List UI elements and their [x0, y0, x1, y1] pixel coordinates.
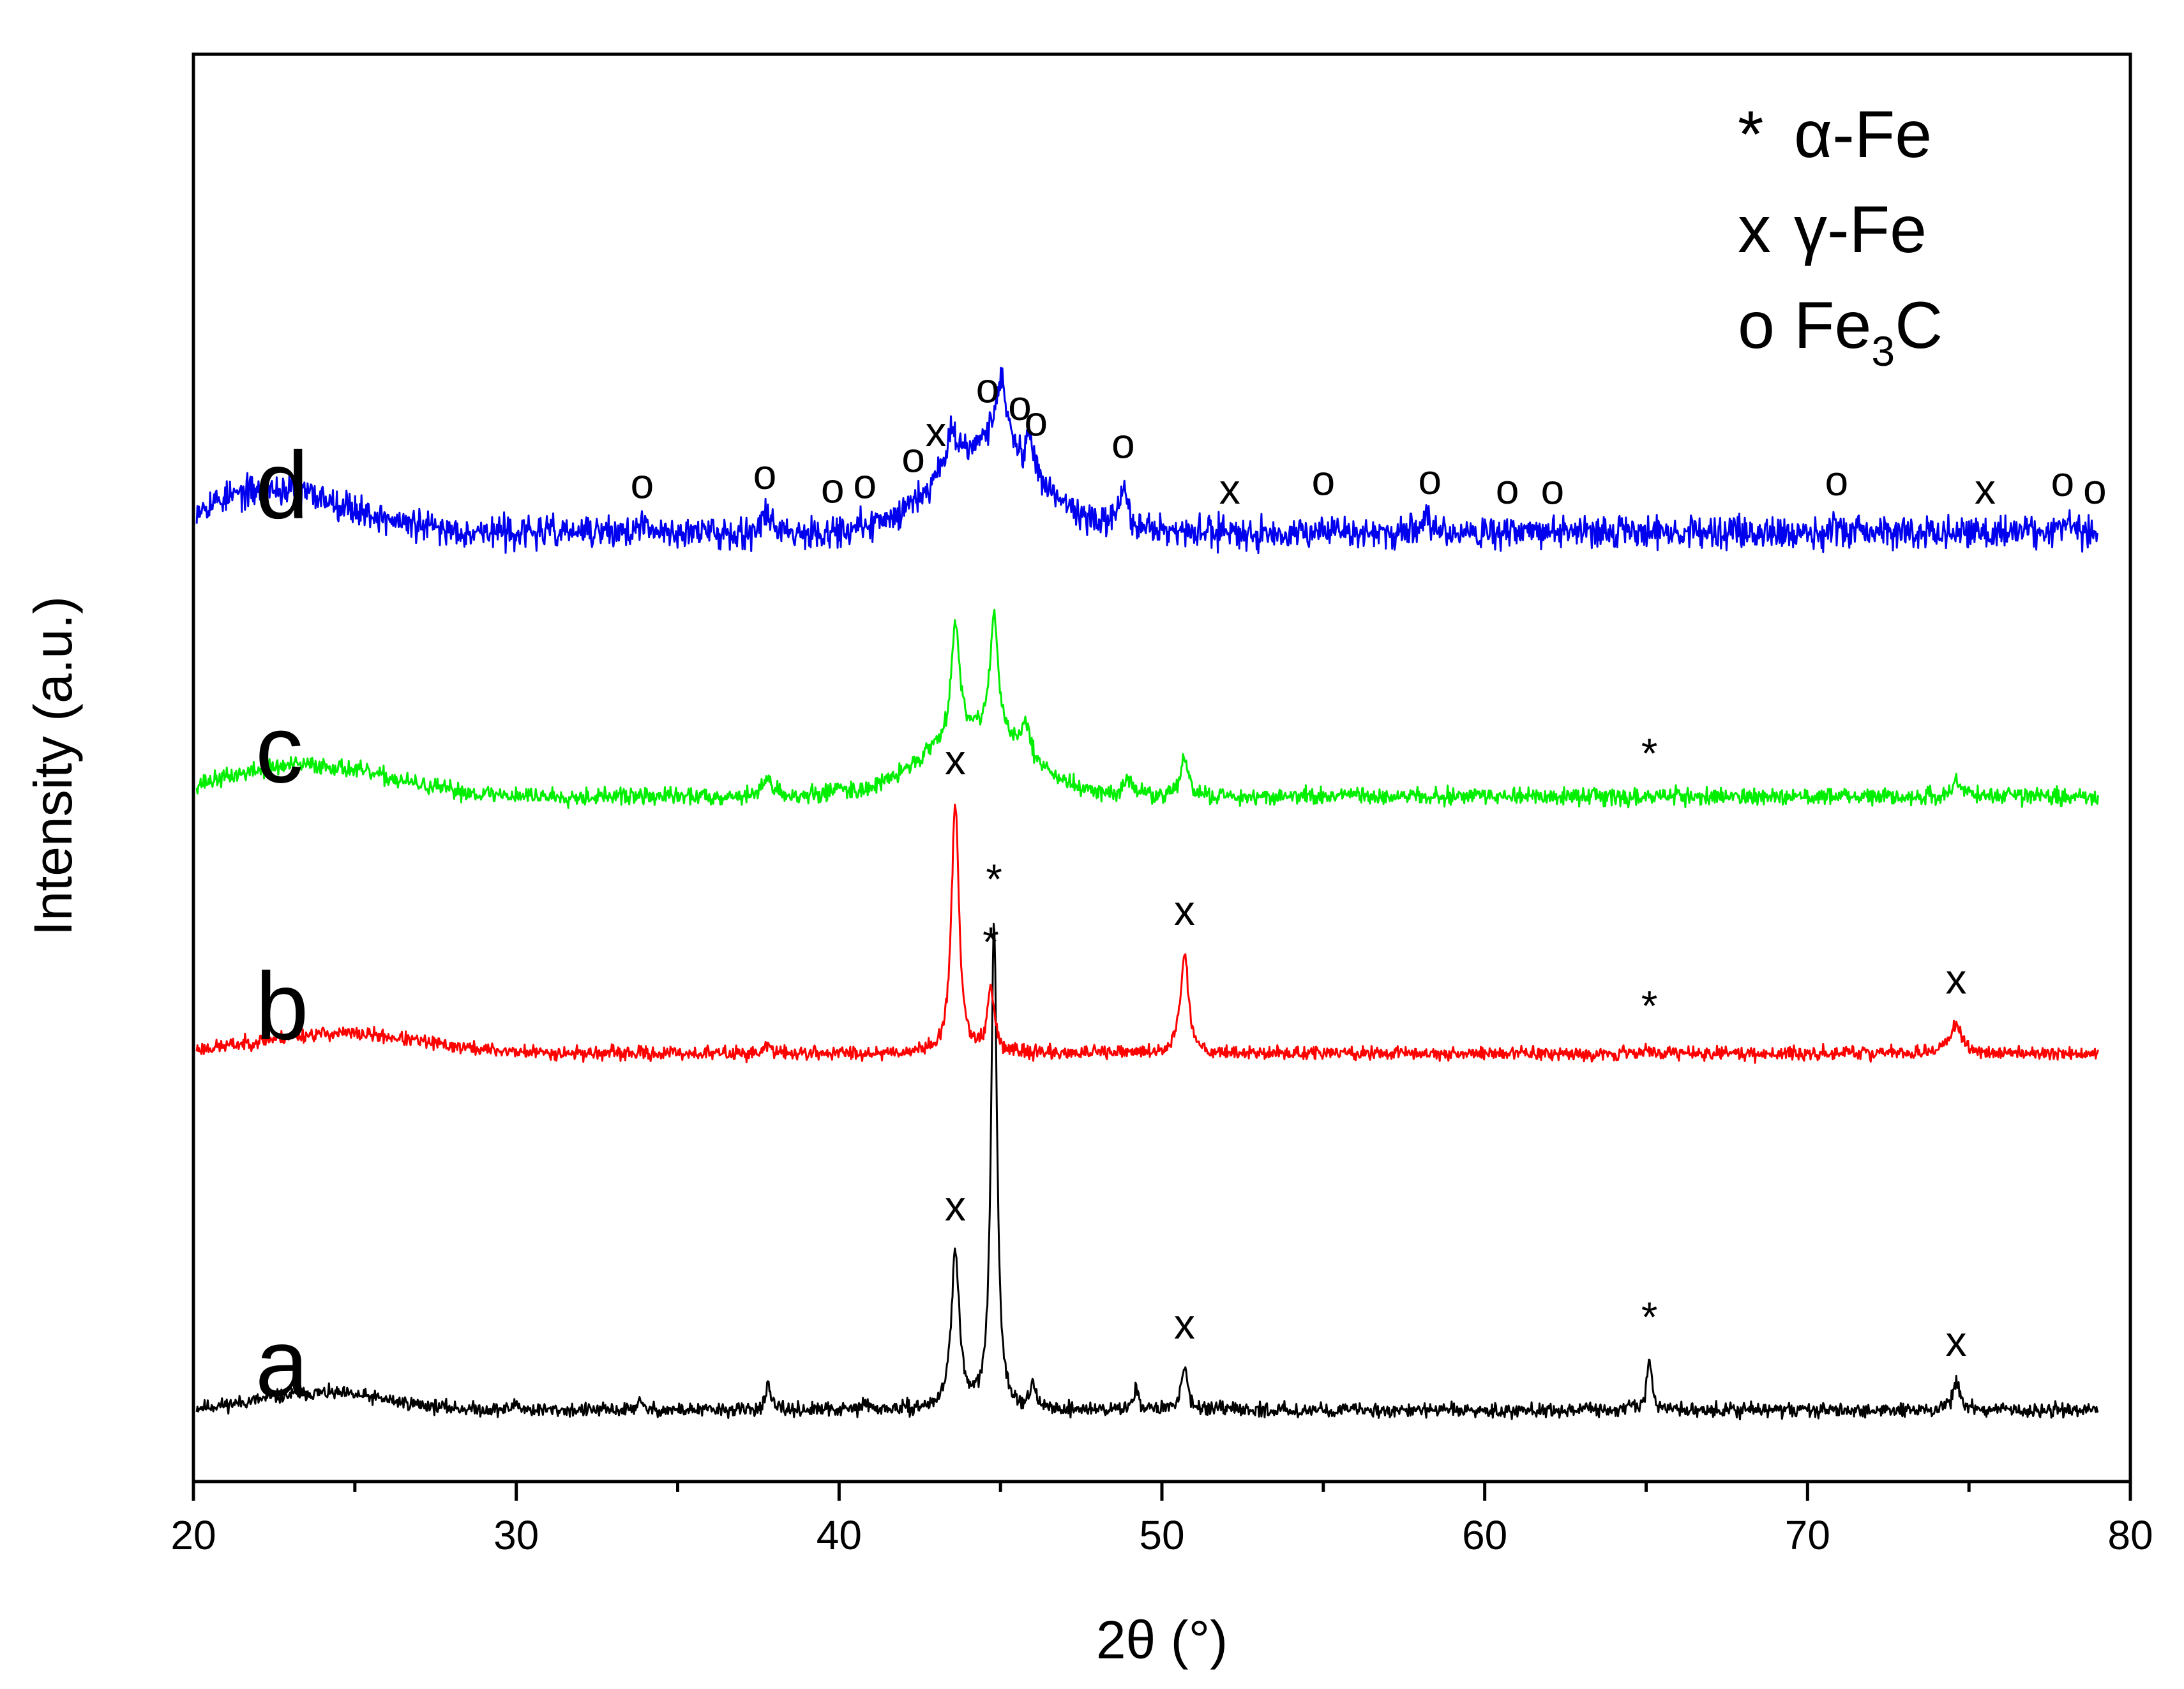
peak-marker: x: [945, 1182, 966, 1229]
peak-marker: *: [983, 919, 999, 966]
x-tick-label: 30: [493, 1512, 539, 1558]
peak-marker: o: [821, 464, 845, 511]
peak-marker: x: [1945, 1317, 1966, 1365]
x-tick-label: 50: [1139, 1512, 1184, 1558]
series-a-line: [195, 922, 2099, 1421]
x-axis-ticks: 20 30 40 50 60 70 80: [170, 1482, 2153, 1558]
legend-symbol-alpha-fe: *: [1738, 98, 1763, 172]
peak-marker: o: [1008, 382, 1032, 429]
legend-fe3c-subscript: 3: [1871, 327, 1895, 375]
legend: * α-Fe x γ-Fe o Fe3C: [1738, 98, 1943, 375]
legend-symbol-gamma-fe: x: [1738, 193, 1771, 267]
legend-fe3c-suffix: C: [1895, 289, 1943, 363]
peak-marker: o: [1311, 457, 1335, 504]
peak-marker: o: [976, 364, 1000, 411]
peak-marker: *: [1641, 982, 1658, 1030]
series-layer: [195, 366, 2099, 1421]
peak-marker: o: [901, 433, 925, 481]
curve-label-layer: a b c d: [255, 432, 309, 1416]
series-b-line: [195, 804, 2099, 1064]
legend-entry-alpha-fe: * α-Fe: [1738, 98, 1932, 172]
peak-marker: x: [926, 408, 947, 455]
peak-marker: x: [1174, 1300, 1195, 1347]
legend-entry-gamma-fe: x γ-Fe: [1738, 193, 1927, 267]
x-tick-label: 80: [2107, 1512, 2153, 1558]
peak-marker: x: [1975, 465, 1996, 513]
peak-marker: o: [1024, 398, 1048, 445]
peak-marker: x: [945, 736, 966, 783]
series-c-line: [195, 608, 2099, 809]
peak-marker: o: [853, 460, 877, 507]
peak-marker: x: [1219, 465, 1240, 513]
peak-marker: o: [1111, 419, 1135, 467]
peak-marker: o: [631, 460, 654, 507]
x-axis-title: 2θ (°): [1096, 1610, 1228, 1670]
peak-marker: o: [2083, 465, 2107, 513]
peak-marker: x: [1945, 955, 1966, 1002]
peak-marker: x: [1174, 887, 1195, 934]
series-d-label: d: [255, 432, 308, 539]
peak-marker: o: [1496, 465, 1519, 513]
series-b-label: b: [255, 952, 308, 1060]
peak-marker: o: [1418, 456, 1442, 503]
x-tick-label: 40: [817, 1512, 862, 1558]
x-tick-label: 60: [1462, 1512, 1507, 1558]
x-tick-label: 70: [1785, 1512, 1830, 1558]
legend-label-alpha-fe: α-Fe: [1794, 98, 1932, 172]
legend-entry-fe3c: o Fe3C: [1738, 289, 1943, 375]
y-axis-title: Intensity (a.u.): [23, 596, 83, 936]
peak-marker: o: [753, 451, 777, 498]
legend-label-gamma-fe: γ-Fe: [1794, 193, 1927, 267]
peak-marker: o: [1825, 457, 1848, 504]
plot-frame: [192, 52, 2132, 1483]
peak-marker: o: [1540, 465, 1564, 513]
legend-label-fe3c: Fe3C: [1794, 289, 1943, 375]
peak-marker: *: [1641, 1293, 1658, 1340]
peak-marker: o: [2051, 458, 2074, 505]
peak-marker: *: [1641, 730, 1658, 777]
series-a-label: a: [255, 1309, 309, 1416]
legend-fe3c-base: Fe: [1794, 289, 1871, 363]
series-d-line: [195, 366, 2099, 555]
x-tick-label: 20: [170, 1512, 216, 1558]
legend-symbol-fe3c: o: [1738, 289, 1775, 363]
peak-marker: *: [986, 855, 1002, 903]
series-c-label: c: [255, 695, 303, 802]
